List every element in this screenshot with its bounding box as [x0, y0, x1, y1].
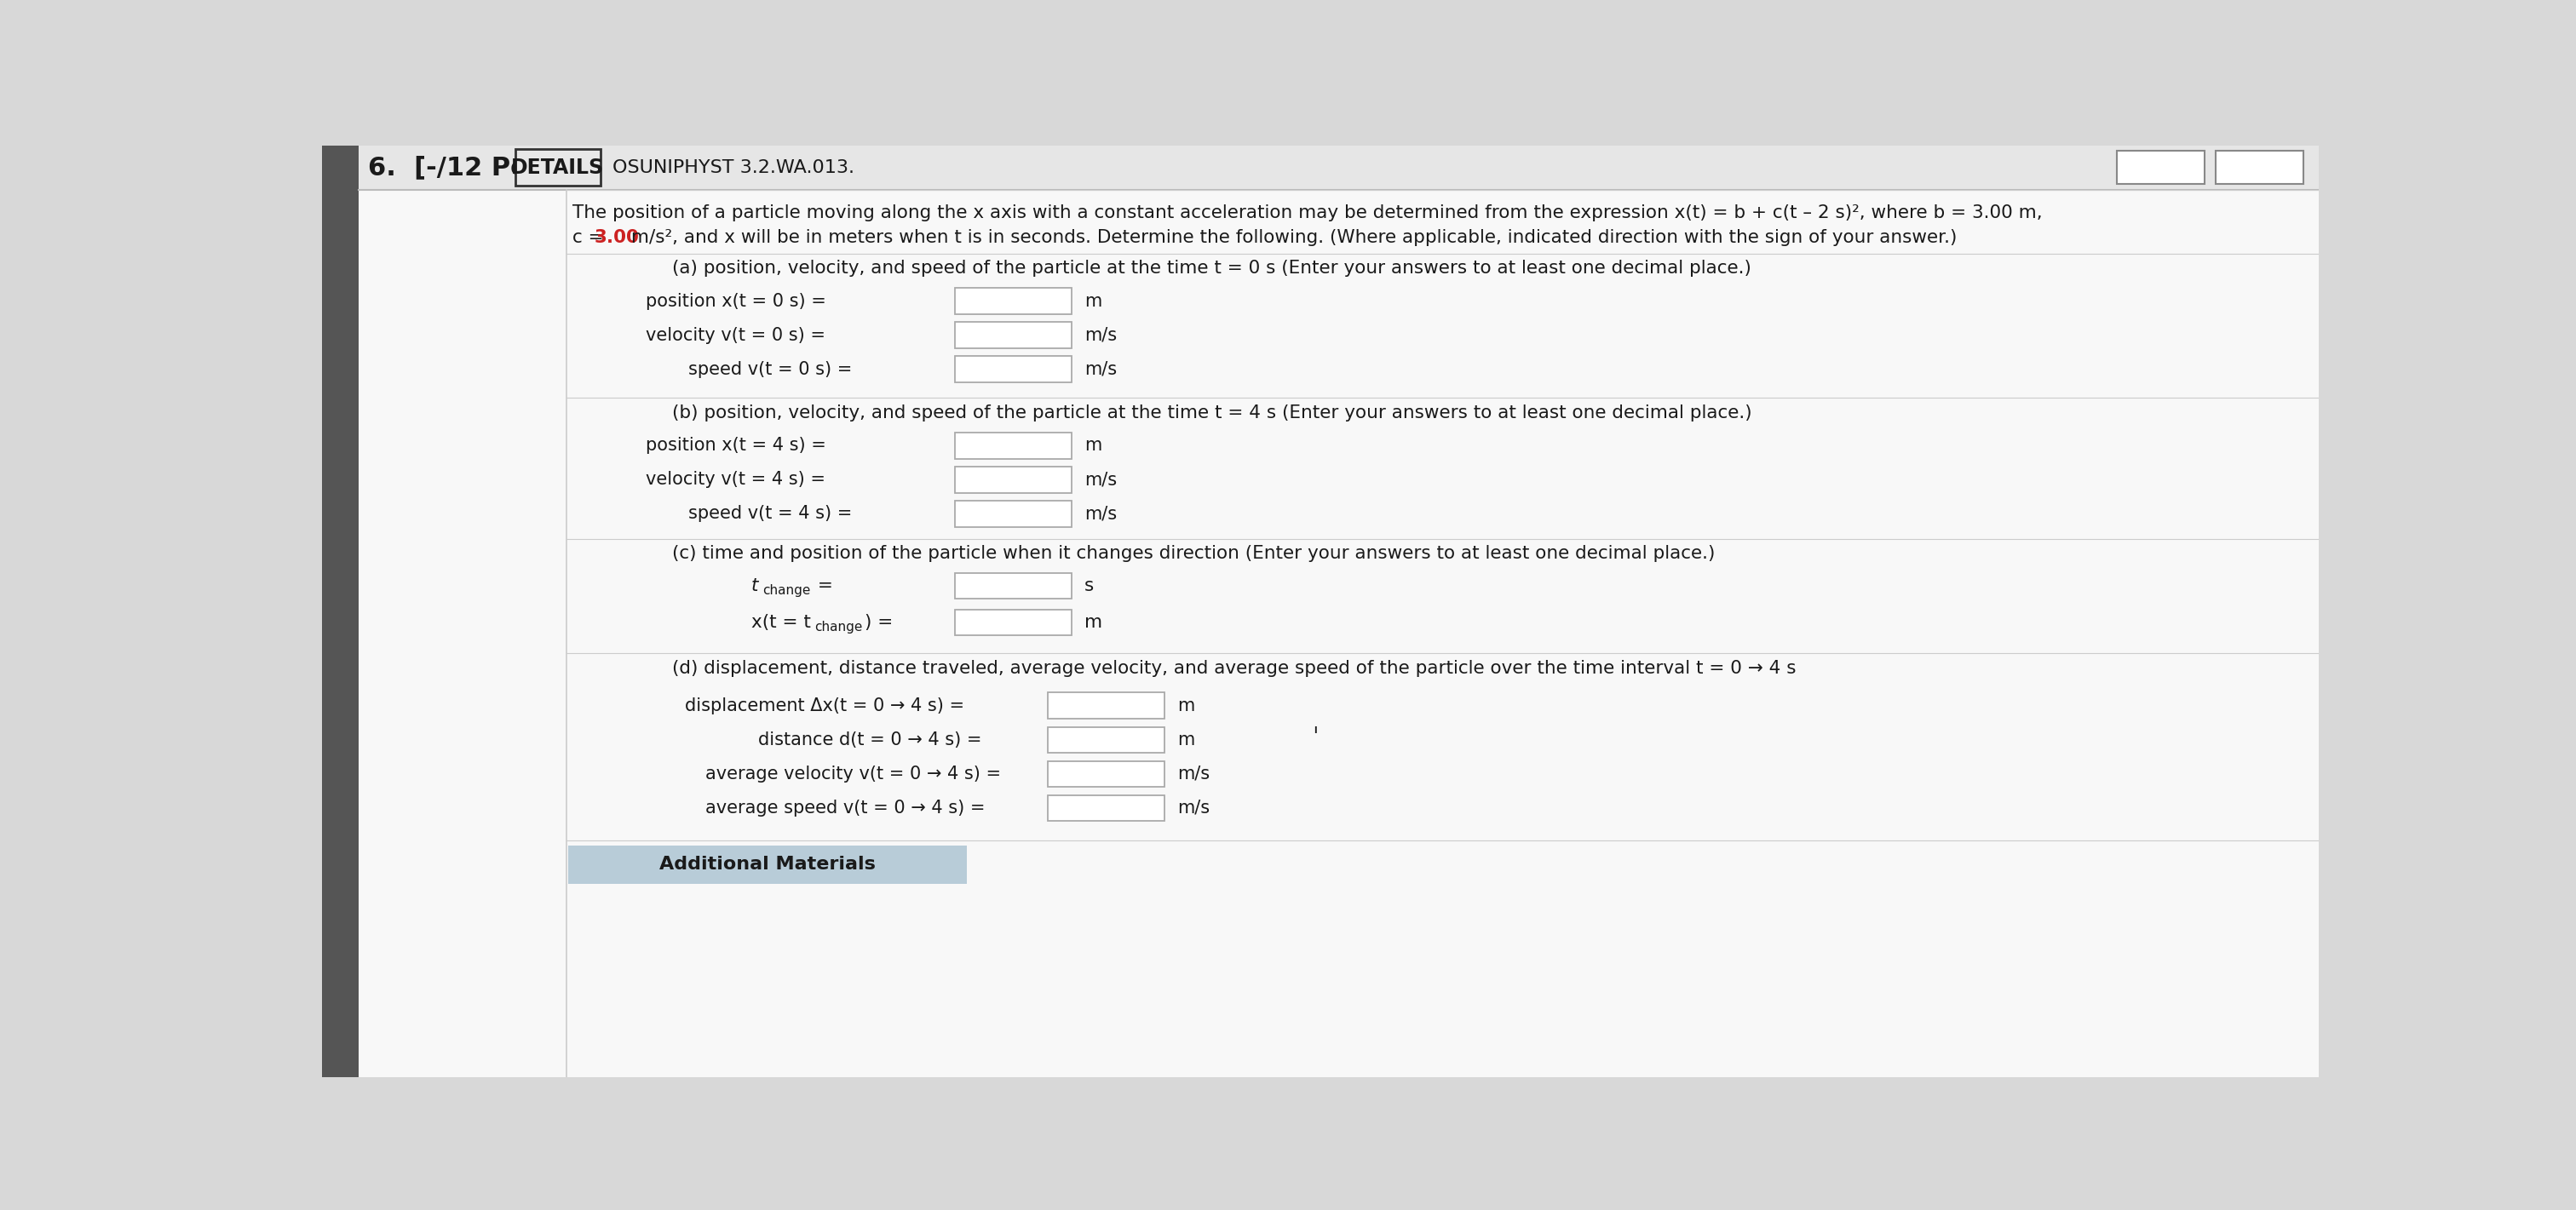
Text: Additional Materials: Additional Materials	[659, 855, 876, 872]
Text: displacement Δx(t = 0 → 4 s) =: displacement Δx(t = 0 → 4 s) =	[685, 697, 963, 714]
FancyBboxPatch shape	[569, 846, 966, 885]
Text: x(t = t: x(t = t	[752, 613, 811, 632]
Text: speed v(t = 4 s) =: speed v(t = 4 s) =	[688, 505, 853, 523]
Text: ) =: ) =	[866, 613, 894, 632]
Text: m/s: m/s	[1084, 361, 1118, 378]
FancyBboxPatch shape	[515, 149, 600, 186]
Text: 6.  [-/12 Points]: 6. [-/12 Points]	[368, 155, 595, 180]
Text: (d) displacement, distance traveled, average velocity, and average speed of the : (d) displacement, distance traveled, ave…	[672, 659, 1795, 676]
Text: ˈ: ˈ	[1311, 727, 1319, 750]
Text: m/s², and x will be in meters when t is in seconds. Determine the following. (Wh: m/s², and x will be in meters when t is …	[626, 229, 1958, 246]
Text: m: m	[1177, 731, 1195, 749]
Text: change: change	[762, 584, 811, 597]
Text: average velocity v(t = 0 → 4 s) =: average velocity v(t = 0 → 4 s) =	[706, 766, 999, 783]
Text: (a) position, velocity, and speed of the particle at the time t = 0 s (Enter you: (a) position, velocity, and speed of the…	[672, 260, 1752, 277]
Text: =: =	[811, 577, 832, 594]
FancyBboxPatch shape	[1048, 795, 1164, 822]
Bar	[322, 145, 358, 1077]
Text: m/s: m/s	[1177, 766, 1208, 783]
Text: velocity v(t = 0 s) =: velocity v(t = 0 s) =	[647, 327, 824, 344]
Text: The position of a particle moving along the x axis with a constant acceleration : The position of a particle moving along …	[572, 204, 2043, 221]
FancyBboxPatch shape	[1048, 761, 1164, 786]
FancyBboxPatch shape	[956, 467, 1072, 492]
Text: average speed v(t = 0 → 4 s) =: average speed v(t = 0 → 4 s) =	[706, 800, 984, 817]
FancyBboxPatch shape	[956, 356, 1072, 382]
Bar	[358, 145, 2318, 190]
Text: 3.00: 3.00	[595, 229, 639, 246]
Text: s: s	[1084, 577, 1095, 594]
FancyBboxPatch shape	[1048, 727, 1164, 753]
FancyBboxPatch shape	[956, 288, 1072, 315]
Text: DETAILS: DETAILS	[510, 159, 605, 178]
FancyBboxPatch shape	[956, 432, 1072, 459]
Text: t: t	[752, 577, 757, 594]
FancyBboxPatch shape	[956, 572, 1072, 599]
FancyBboxPatch shape	[956, 501, 1072, 526]
Text: OSUNIPHYST 3.2.WA.013.: OSUNIPHYST 3.2.WA.013.	[613, 159, 855, 175]
Text: m: m	[1084, 293, 1103, 310]
Text: velocity v(t = 4 s) =: velocity v(t = 4 s) =	[647, 471, 824, 488]
FancyBboxPatch shape	[1048, 692, 1164, 719]
FancyBboxPatch shape	[956, 610, 1072, 635]
FancyBboxPatch shape	[956, 322, 1072, 348]
Text: c =: c =	[572, 229, 611, 246]
Text: distance d(t = 0 → 4 s) =: distance d(t = 0 → 4 s) =	[757, 731, 981, 749]
Text: position x(t = 4 s) =: position x(t = 4 s) =	[647, 437, 827, 454]
Text: m/s: m/s	[1084, 471, 1118, 488]
Text: m: m	[1084, 437, 1103, 454]
FancyBboxPatch shape	[2117, 151, 2205, 184]
Text: m: m	[1177, 697, 1195, 714]
Text: (b) position, velocity, and speed of the particle at the time t = 4 s (Enter you: (b) position, velocity, and speed of the…	[672, 404, 1752, 421]
Text: position x(t = 0 s) =: position x(t = 0 s) =	[647, 293, 827, 310]
Text: (c) time and position of the particle when it changes direction (Enter your answ: (c) time and position of the particle wh…	[672, 546, 1716, 563]
FancyBboxPatch shape	[2215, 151, 2303, 184]
Text: change: change	[814, 621, 863, 634]
Text: m/s: m/s	[1084, 505, 1118, 523]
Text: m/s: m/s	[1084, 327, 1118, 344]
Text: m: m	[1084, 613, 1103, 632]
Text: speed v(t = 0 s) =: speed v(t = 0 s) =	[688, 361, 853, 378]
Text: m/s: m/s	[1177, 800, 1208, 817]
